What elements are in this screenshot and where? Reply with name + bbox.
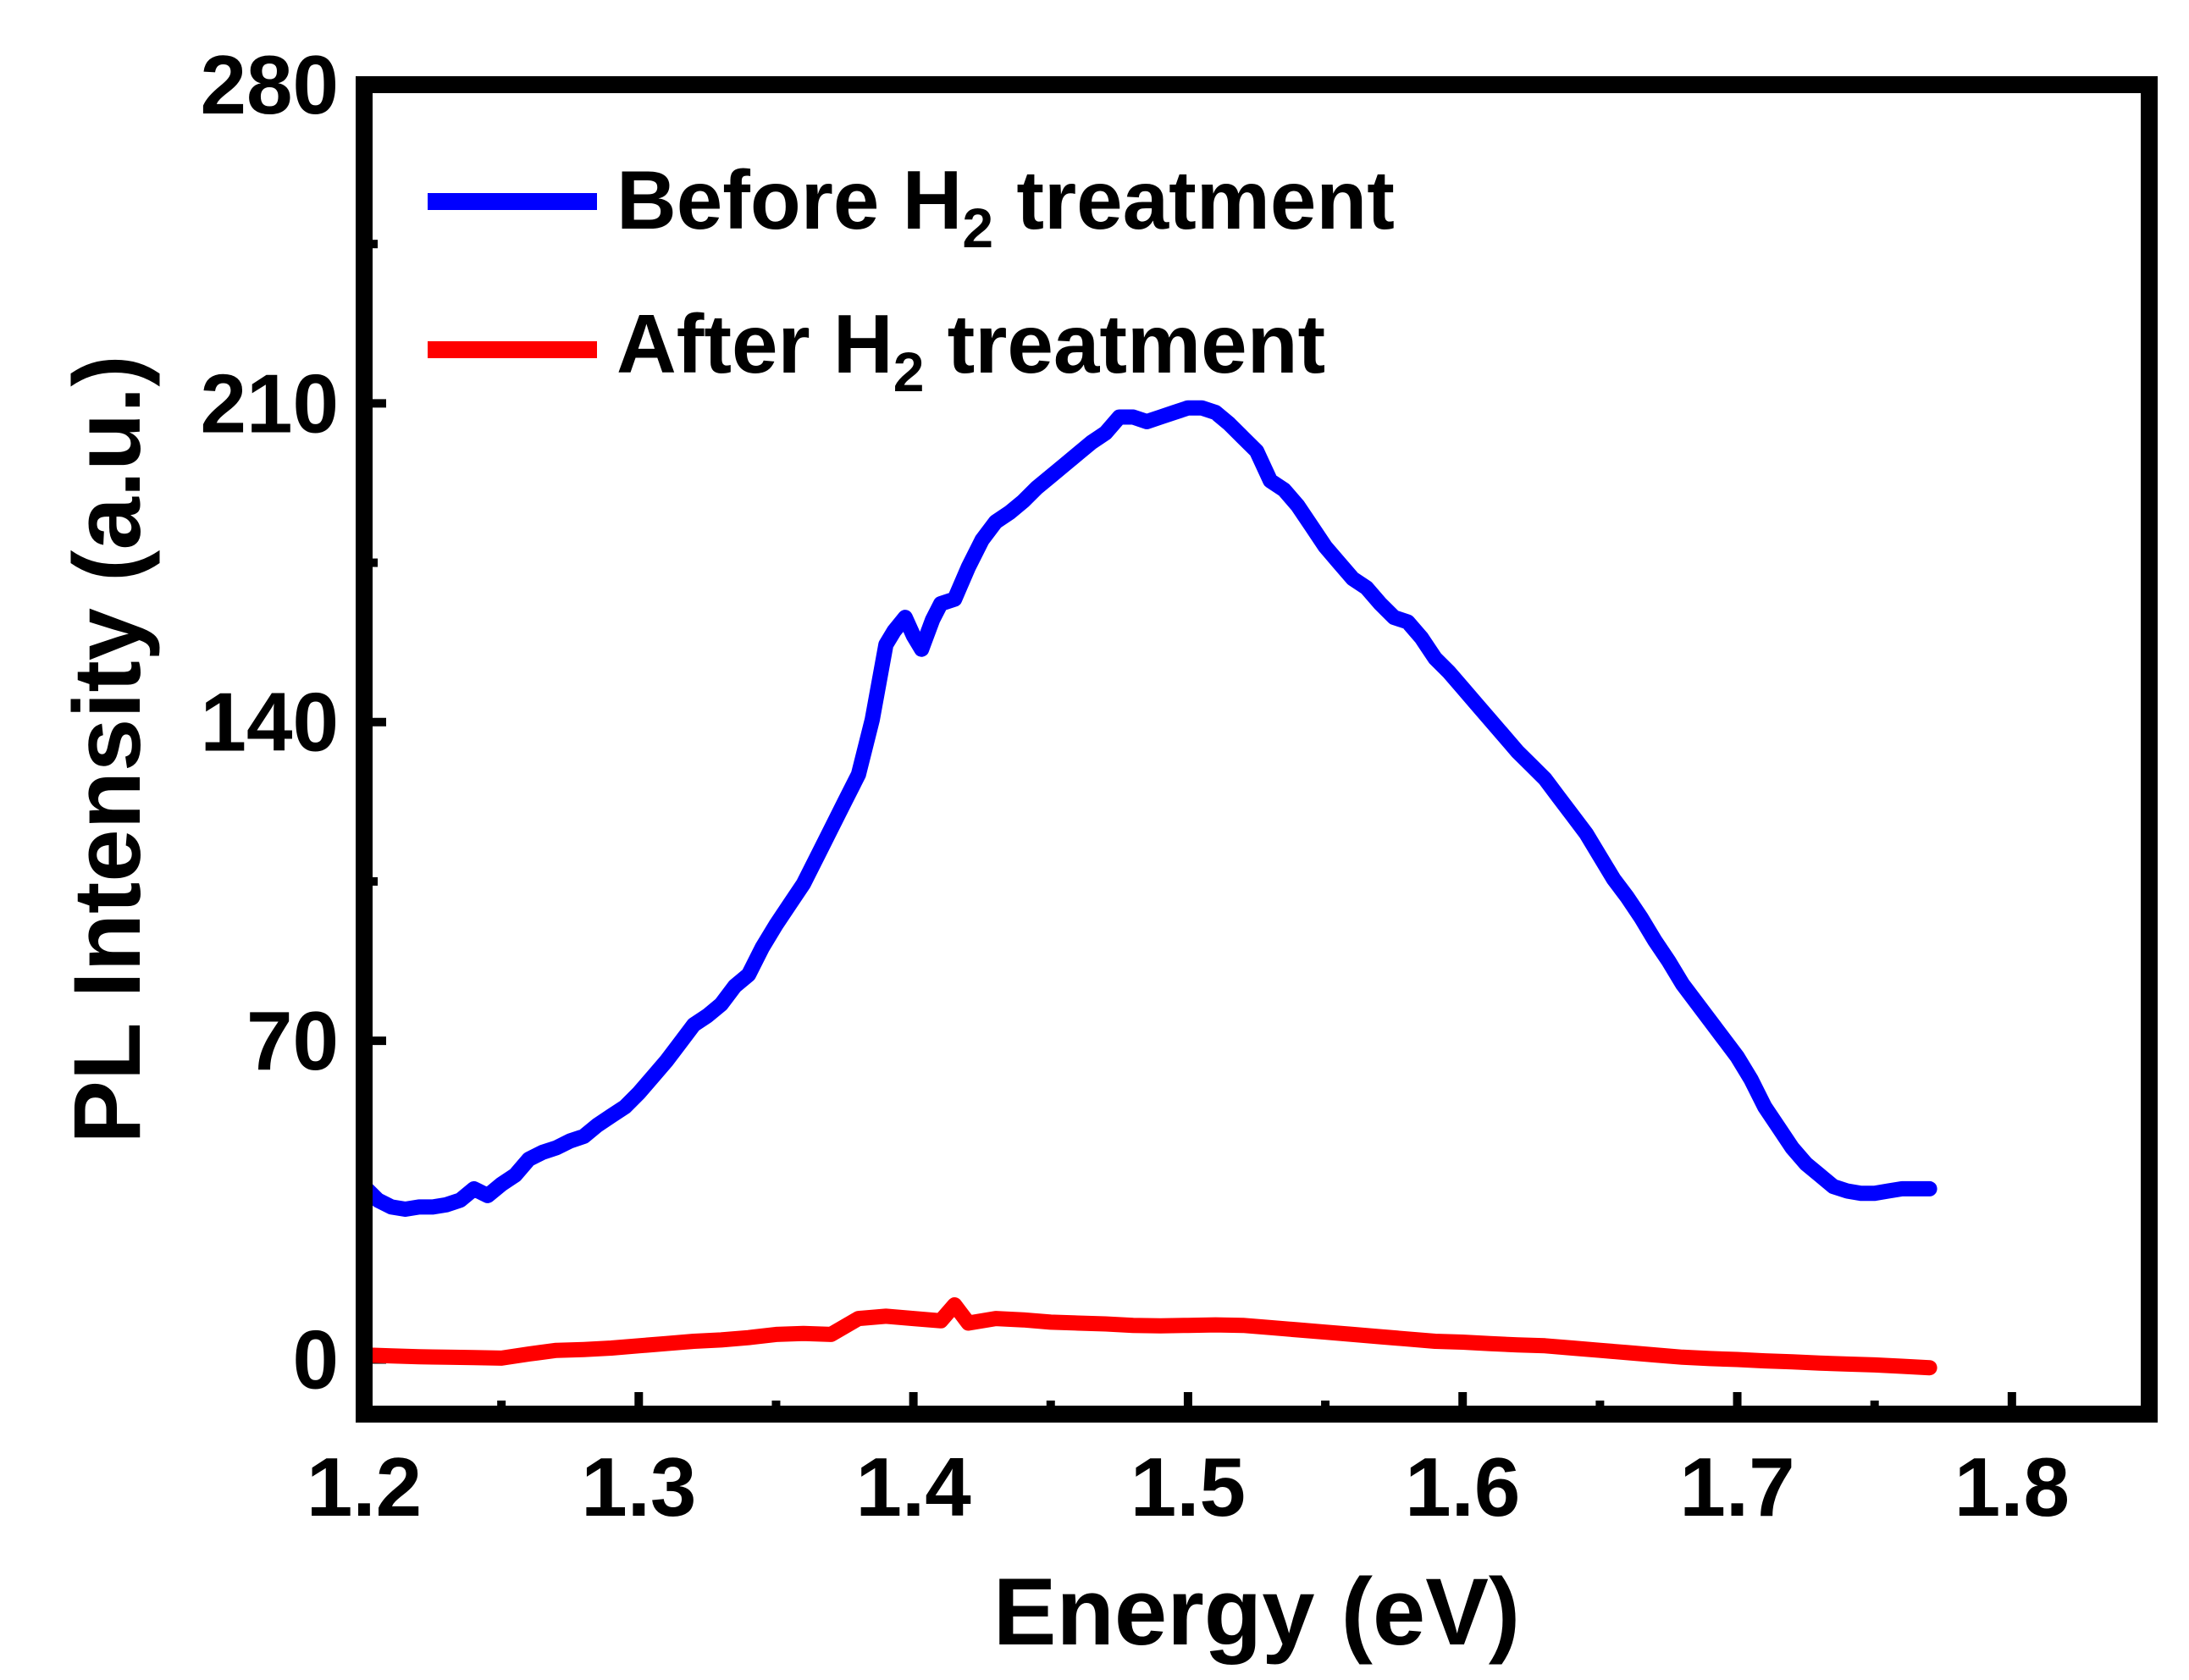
series-lines <box>357 400 1937 1376</box>
x-tick-label: 1.7 <box>1679 1440 1794 1534</box>
series-line-before <box>357 400 1937 1217</box>
x-tick-label: 1.8 <box>1954 1440 2070 1534</box>
x-axis-title: Energy (eV) <box>993 1559 1520 1665</box>
tick-labels: 1.2 1.3 1.4 1.5 1.6 1.7 1.8 0 70 140 210 280 <box>200 38 2069 1534</box>
legend-label-after: After H2 treatment <box>616 297 1325 403</box>
x-tick-label: 1.6 <box>1405 1440 1520 1534</box>
y-axis-title: PL Intensity (a.u.) <box>54 355 160 1143</box>
y-tick-label: 70 <box>246 994 339 1087</box>
legend-label-before: Before H2 treatment <box>616 153 1395 259</box>
x-tick-label: 1.3 <box>581 1440 696 1534</box>
x-tick-label: 1.4 <box>855 1440 970 1534</box>
x-tick-label: 1.2 <box>307 1440 422 1534</box>
plot-frame <box>356 76 2158 1423</box>
y-tick-label: 280 <box>200 38 339 131</box>
y-tick-label: 0 <box>292 1312 339 1406</box>
axis-ticks <box>360 80 2016 1414</box>
y-tick-label: 140 <box>200 676 339 769</box>
x-tick-label: 1.5 <box>1130 1440 1246 1534</box>
legend: Before H2 treatment After H2 treatment <box>428 153 1395 403</box>
series-line-after <box>357 1297 1937 1376</box>
y-tick-label: 210 <box>200 356 339 450</box>
